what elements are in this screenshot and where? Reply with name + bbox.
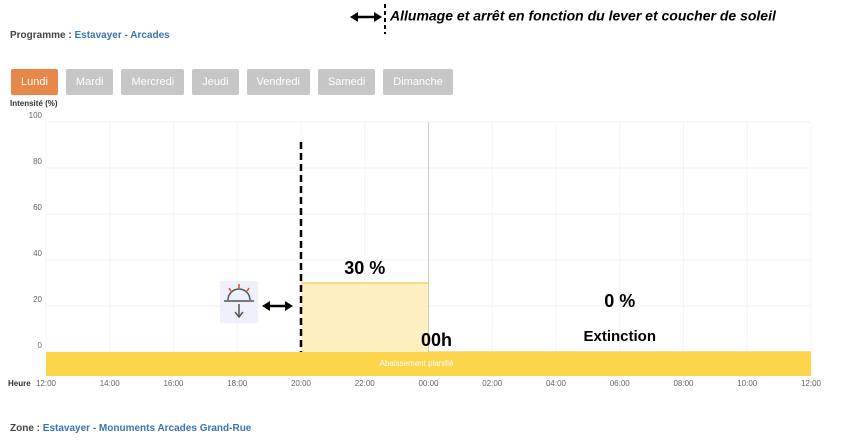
zone-name: Estavayer - Monuments Arcades Grand-Rue [43, 423, 252, 434]
value-label: 0 % [604, 291, 635, 311]
day-tabs: Lundi Mardi Mercredi Jeudi Vendredi Samedi Dim… [11, 69, 453, 95]
day-tab[interactable]: Lundi [11, 69, 58, 95]
day-tab[interactable]: Jeudi [192, 69, 239, 95]
y-tick-label: 0 [38, 341, 43, 350]
x-tick-label: 16:00 [163, 379, 184, 388]
segment-label: Extinction [583, 328, 656, 345]
x-tick-label: 12:00 [36, 379, 57, 388]
day-tab[interactable]: Vendredi [246, 69, 310, 95]
x-tick-label: 12:00 [801, 379, 822, 388]
x-tick-label: 14:00 [100, 379, 121, 388]
programme-name: Estavayer - Arcades [74, 30, 170, 41]
top-arrow [350, 4, 386, 34]
midnight-label: 00h [421, 330, 452, 350]
x-tick-label: 02:00 [482, 379, 503, 388]
x-tick-label: 20:00 [291, 379, 312, 388]
y-tick-label: 60 [33, 203, 42, 212]
sunset-icon [220, 281, 258, 323]
annotation: Allumage et arrêt en fonction du lever e… [389, 8, 777, 24]
x-axis-label: Heure [8, 379, 31, 388]
band [46, 352, 811, 376]
day-tab[interactable]: Dimanche [383, 69, 453, 95]
area [301, 283, 429, 352]
label: Zone : [10, 423, 43, 434]
x-tick-label: 00:00 [418, 379, 439, 388]
x-tick-label: 10:00 [737, 379, 758, 388]
value-label: 30 % [344, 258, 385, 278]
band-label: Abaissement planifié [380, 359, 454, 368]
plot: 0 20 40 60 80 100 12:00 14:00 16:00 18:00 20:00 22:… [29, 111, 822, 388]
y-tick-label: 80 [33, 157, 42, 166]
day-tab[interactable]: Mercredi [121, 69, 185, 95]
day-tab[interactable]: Samedi [317, 69, 376, 95]
y-tick-label: 20 [33, 295, 42, 304]
y-axis-label: Intensité (%) [10, 99, 58, 108]
zone-label: Zone : Estavayer - Monuments Arcades Gra… [10, 423, 252, 434]
side-arrow [262, 301, 293, 311]
label: Programme : [10, 30, 74, 41]
x-tick-label: 18:00 [227, 379, 248, 388]
y-tick-label: 100 [29, 111, 43, 120]
x-tick-label: 22:00 [355, 379, 376, 388]
programme-label: Programme : Estavayer - Arcades [10, 30, 170, 41]
x-tick-label: 08:00 [673, 379, 694, 388]
day-tab[interactable]: Mardi [65, 69, 114, 95]
y-tick-label: 40 [33, 249, 42, 258]
x-tick-label: 04:00 [546, 379, 567, 388]
x-tick-label: 06:00 [610, 379, 631, 388]
